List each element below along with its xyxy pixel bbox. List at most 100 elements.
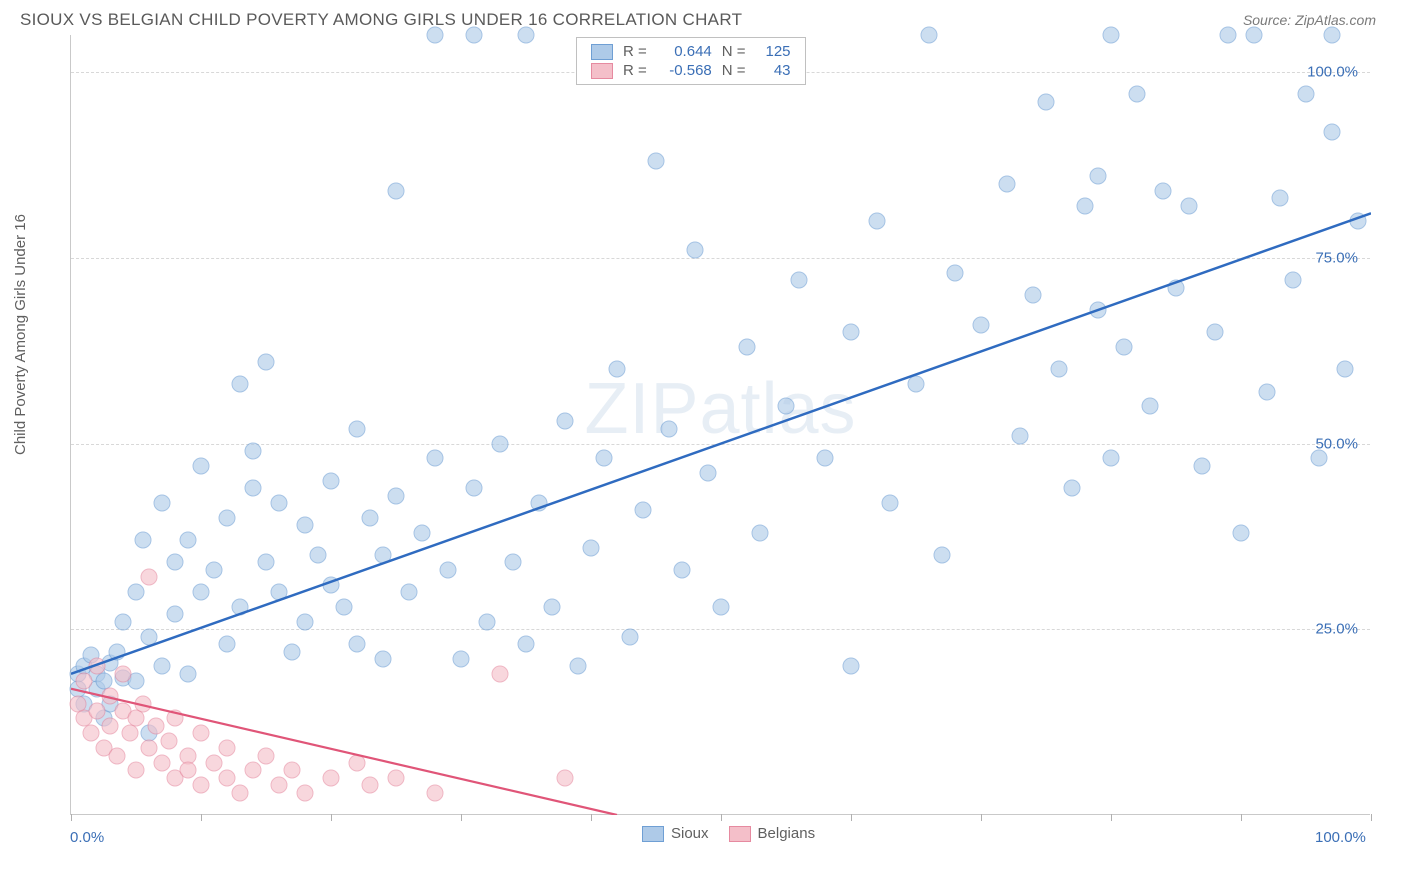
scatter-point bbox=[193, 725, 210, 742]
scatter-point bbox=[154, 658, 171, 675]
scatter-point bbox=[297, 517, 314, 534]
scatter-point bbox=[180, 762, 197, 779]
scatter-point bbox=[778, 398, 795, 415]
scatter-point bbox=[583, 539, 600, 556]
scatter-plot: ZIPatlas 25.0%50.0%75.0%100.0%R =0.644N … bbox=[70, 35, 1370, 815]
scatter-point bbox=[323, 472, 340, 489]
scatter-point bbox=[167, 554, 184, 571]
scatter-point bbox=[752, 524, 769, 541]
scatter-point bbox=[349, 755, 366, 772]
x-axis-max-label: 100.0% bbox=[1315, 829, 1366, 846]
scatter-point bbox=[271, 495, 288, 512]
scatter-point bbox=[232, 376, 249, 393]
scatter-point bbox=[635, 502, 652, 519]
scatter-point bbox=[1337, 361, 1354, 378]
scatter-point bbox=[1103, 27, 1120, 44]
scatter-point bbox=[160, 732, 177, 749]
scatter-point bbox=[1168, 279, 1185, 296]
scatter-point bbox=[1038, 93, 1055, 110]
gridline-h bbox=[71, 444, 1370, 445]
scatter-point bbox=[1220, 27, 1237, 44]
scatter-point bbox=[1207, 324, 1224, 341]
scatter-point bbox=[154, 495, 171, 512]
scatter-point bbox=[115, 665, 132, 682]
scatter-point bbox=[1142, 398, 1159, 415]
scatter-point bbox=[1103, 450, 1120, 467]
legend-item: Belgians bbox=[729, 825, 816, 842]
scatter-point bbox=[817, 450, 834, 467]
correlation-legend: R =0.644N =125R =-0.568N =43 bbox=[576, 37, 806, 85]
legend-label: Belgians bbox=[758, 825, 816, 842]
x-tick-mark bbox=[331, 814, 332, 821]
scatter-point bbox=[687, 242, 704, 259]
scatter-point bbox=[999, 175, 1016, 192]
gridline-h bbox=[71, 258, 1370, 259]
x-tick-mark bbox=[591, 814, 592, 821]
scatter-point bbox=[82, 725, 99, 742]
scatter-point bbox=[908, 376, 925, 393]
chart-header: SIOUX VS BELGIAN CHILD POVERTY AMONG GIR… bbox=[0, 0, 1406, 35]
legend-swatch bbox=[729, 826, 751, 842]
scatter-point bbox=[713, 599, 730, 616]
n-value: 125 bbox=[756, 43, 791, 60]
scatter-point bbox=[141, 740, 158, 757]
n-value: 43 bbox=[756, 62, 791, 79]
scatter-point bbox=[882, 495, 899, 512]
scatter-point bbox=[167, 606, 184, 623]
legend-swatch bbox=[591, 44, 613, 60]
scatter-point bbox=[297, 784, 314, 801]
legend-row: R =-0.568N =43 bbox=[577, 61, 805, 80]
scatter-point bbox=[167, 710, 184, 727]
scatter-point bbox=[284, 762, 301, 779]
scatter-point bbox=[596, 450, 613, 467]
scatter-point bbox=[1012, 428, 1029, 445]
x-tick-mark bbox=[201, 814, 202, 821]
scatter-point bbox=[843, 658, 860, 675]
scatter-point bbox=[518, 636, 535, 653]
scatter-point bbox=[128, 710, 145, 727]
scatter-point bbox=[1181, 197, 1198, 214]
scatter-point bbox=[1064, 480, 1081, 497]
scatter-point bbox=[609, 361, 626, 378]
scatter-point bbox=[661, 420, 678, 437]
scatter-point bbox=[869, 212, 886, 229]
scatter-point bbox=[453, 651, 470, 668]
scatter-point bbox=[219, 636, 236, 653]
scatter-point bbox=[921, 27, 938, 44]
legend-swatch bbox=[591, 63, 613, 79]
scatter-point bbox=[245, 480, 262, 497]
scatter-point bbox=[180, 532, 197, 549]
y-tick-label: 100.0% bbox=[1307, 64, 1358, 81]
scatter-point bbox=[518, 27, 535, 44]
scatter-point bbox=[466, 27, 483, 44]
scatter-point bbox=[141, 628, 158, 645]
series-legend: SiouxBelgians bbox=[642, 825, 815, 842]
legend-swatch bbox=[642, 826, 664, 842]
scatter-point bbox=[219, 740, 236, 757]
scatter-point bbox=[134, 695, 151, 712]
watermark-text: ZIPatlas bbox=[584, 368, 856, 450]
r-value: 0.644 bbox=[657, 43, 712, 60]
scatter-point bbox=[973, 316, 990, 333]
scatter-point bbox=[505, 554, 522, 571]
scatter-point bbox=[206, 561, 223, 578]
scatter-point bbox=[1298, 86, 1315, 103]
x-tick-mark bbox=[461, 814, 462, 821]
scatter-point bbox=[206, 755, 223, 772]
scatter-point bbox=[1025, 287, 1042, 304]
scatter-point bbox=[1090, 301, 1107, 318]
scatter-point bbox=[141, 569, 158, 586]
scatter-point bbox=[570, 658, 587, 675]
scatter-point bbox=[115, 613, 132, 630]
scatter-point bbox=[284, 643, 301, 660]
scatter-point bbox=[362, 777, 379, 794]
scatter-point bbox=[1246, 27, 1263, 44]
scatter-point bbox=[121, 725, 138, 742]
x-tick-mark bbox=[1111, 814, 1112, 821]
trend-lines bbox=[71, 35, 1371, 815]
scatter-point bbox=[128, 762, 145, 779]
scatter-point bbox=[479, 613, 496, 630]
scatter-point bbox=[336, 599, 353, 616]
scatter-point bbox=[349, 420, 366, 437]
scatter-point bbox=[219, 509, 236, 526]
